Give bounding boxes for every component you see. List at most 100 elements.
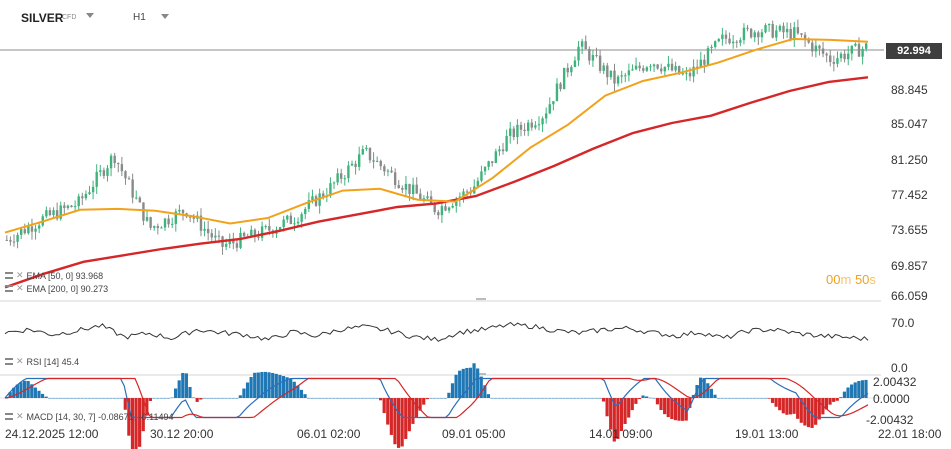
- macd-bar: [623, 398, 627, 424]
- symbol-label[interactable]: SILVER: [21, 11, 64, 25]
- macd-bar: [562, 398, 566, 399]
- macd-bar: [116, 398, 120, 399]
- macd-bar: [382, 398, 386, 414]
- remove-icon[interactable]: ✕: [16, 356, 24, 366]
- candle-body: [807, 39, 810, 43]
- macd-bar: [127, 398, 131, 436]
- macd-bar: [569, 398, 573, 399]
- symbol-dropdown-icon[interactable]: [86, 13, 94, 18]
- macd-bar: [842, 391, 847, 398]
- macd-bar: [645, 396, 649, 398]
- macd-bar: [317, 398, 322, 399]
- candle-body: [77, 196, 80, 207]
- macd-bar: [105, 398, 109, 399]
- macd-bar: [781, 398, 785, 414]
- macd-bar: [156, 398, 160, 399]
- candle-body: [580, 41, 584, 47]
- macd-bar: [350, 398, 354, 399]
- candle-body: [5, 239, 8, 241]
- candle-body: [63, 205, 66, 208]
- macd-bar: [425, 398, 429, 400]
- macd-bar: [368, 398, 372, 399]
- candle-body: [426, 196, 429, 199]
- panel-resize-handle[interactable]: [476, 298, 486, 300]
- ema200-legend[interactable]: ✕ EMA [200, 0] 90.273: [5, 283, 108, 294]
- timeframe-label[interactable]: H1: [133, 12, 146, 23]
- macd-bar: [544, 398, 548, 399]
- macd-bar: [188, 386, 192, 398]
- candle-body: [242, 232, 246, 237]
- macd-bar: [616, 398, 620, 439]
- indicator-settings-icon[interactable]: [5, 413, 13, 420]
- macd-bar: [26, 381, 30, 398]
- candle-body: [27, 226, 30, 234]
- macd-bar: [698, 377, 703, 398]
- remove-icon[interactable]: ✕: [16, 270, 24, 280]
- macd-bar: [209, 398, 214, 399]
- macd-bar: [360, 398, 365, 399]
- candle-body: [178, 209, 181, 212]
- macd-bar: [191, 397, 196, 399]
- candle-body: [278, 227, 282, 230]
- macd-bar: [634, 398, 638, 404]
- macd-bar: [299, 389, 304, 398]
- candle-body: [437, 212, 440, 216]
- candle-body: [606, 65, 609, 78]
- candle-body: [257, 236, 260, 238]
- timeframe-dropdown-icon[interactable]: [161, 14, 169, 19]
- candle-body: [357, 154, 361, 167]
- indicator-settings-icon[interactable]: [5, 358, 13, 365]
- candle-body: [670, 63, 674, 71]
- candle-body: [55, 210, 59, 219]
- macd-bar: [670, 398, 674, 420]
- candle-body: [541, 118, 544, 125]
- macd-bar: [799, 398, 803, 423]
- macd-bar: [130, 398, 135, 449]
- macd-legend[interactable]: ✕ MACD [14, 30, 7] -0.08671, -0.11494: [5, 411, 173, 422]
- macd-bar: [220, 398, 224, 399]
- macd-bar: [716, 398, 721, 399]
- candle-body: [153, 226, 156, 228]
- macd-bar: [278, 374, 282, 398]
- macd-bar: [731, 398, 735, 399]
- candle-body: [91, 186, 95, 193]
- candle-body: [300, 214, 303, 222]
- macd-bar: [465, 367, 469, 398]
- macd-bar: [724, 398, 728, 399]
- macd-bar: [677, 398, 681, 421]
- candle-body: [491, 161, 494, 163]
- macd-bar: [307, 398, 311, 399]
- macd-bar: [335, 398, 340, 399]
- indicator-settings-icon[interactable]: [5, 285, 13, 292]
- macd-bar: [666, 398, 670, 418]
- indicator-settings-icon[interactable]: [5, 272, 13, 279]
- candle-body: [217, 235, 221, 237]
- ema50-legend[interactable]: ✕ EMA [50, 0] 93.968: [5, 270, 103, 281]
- macd-bar: [253, 372, 257, 398]
- macd-bar: [76, 398, 81, 399]
- candle-body: [181, 209, 185, 214]
- rsi-legend[interactable]: ✕ RSI [14] 45.4: [5, 356, 79, 367]
- ema50-legend-text: EMA [50, 0] 93.968: [26, 270, 104, 281]
- candle-body: [109, 155, 113, 169]
- candle-body: [375, 160, 379, 162]
- remove-icon[interactable]: ✕: [16, 283, 24, 293]
- macd-bar: [138, 398, 142, 447]
- macd-bar: [785, 398, 789, 415]
- candle-body: [293, 223, 296, 225]
- panel-resize-handle[interactable]: [476, 373, 486, 375]
- macd-bar: [806, 398, 811, 428]
- candle-body: [814, 45, 818, 52]
- candle-body: [678, 66, 681, 74]
- macd-bar: [663, 398, 667, 415]
- macd-bar: [332, 398, 336, 399]
- countdown-seconds: 50: [854, 272, 870, 287]
- macd-bar: [346, 398, 350, 399]
- candle-body: [724, 34, 728, 39]
- candle-body: [660, 68, 663, 72]
- candle-body: [455, 199, 458, 206]
- macd-bar: [486, 394, 491, 398]
- y-tick-label: 85.047: [891, 117, 928, 131]
- remove-icon[interactable]: ✕: [16, 411, 24, 421]
